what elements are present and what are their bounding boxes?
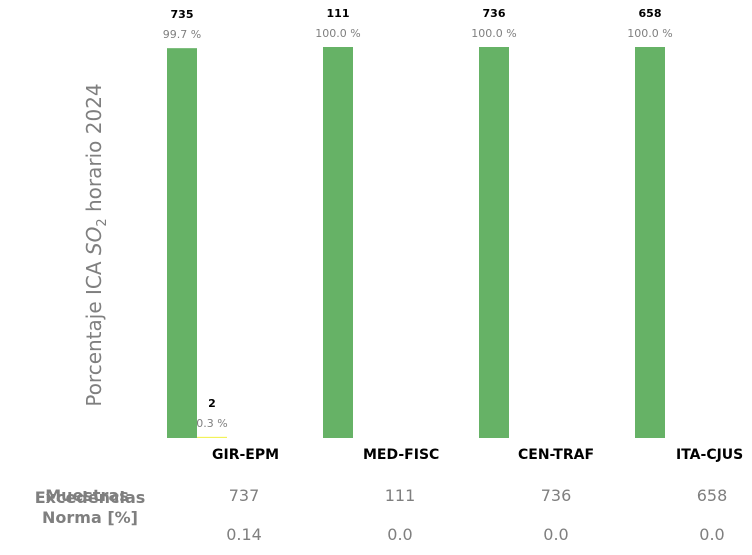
y-axis-label: Porcentaje ICA SO2 horario 2024 — [82, 83, 110, 407]
bar-percent-label: 0.3 % — [196, 417, 227, 430]
chart-plot: 735 99.7 % 111 100.0 % 736 100.0 % 658 100.0 % 2… — [163, 7, 673, 438]
table-cell: 0.0 — [543, 525, 569, 544]
bar-med-fisc-series-0 — [323, 47, 353, 438]
bar-count-label: 735 — [171, 8, 194, 21]
bar-count-label: 111 — [327, 7, 350, 20]
bar-count-label: 2 — [208, 397, 216, 410]
table-cell: 658 — [696, 486, 728, 505]
category-label-med-fisc: MED-FISC — [363, 447, 440, 463]
table-cell: 111 — [384, 486, 416, 505]
table-cell: 737 — [228, 486, 260, 505]
table-cell: 0.14 — [226, 525, 262, 544]
bar-percent-label: 100.0 % — [315, 27, 360, 40]
bar-percent-label: 99.7 % — [163, 28, 201, 41]
category-label-ita-cjus: ITA-CJUS — [676, 447, 744, 463]
table-row-label-excedencias: Excedencias Norma [%] — [16, 488, 164, 528]
table-row-label-line: Norma [%] — [42, 508, 138, 527]
table-cell: 736 — [540, 486, 572, 505]
category-label-cen-traf: CEN-TRAF — [518, 447, 595, 463]
table-row-label-muestras: Muestras — [45, 486, 129, 505]
bar-count-label: 736 — [483, 7, 506, 20]
bar-count-label: 658 — [639, 7, 662, 20]
bar-percent-label: 100.0 % — [471, 27, 516, 40]
bar-gir-epm-series-0 — [167, 48, 197, 438]
table-cell: 0.0 — [699, 525, 725, 544]
bar-cen-traf-series-0 — [479, 47, 509, 438]
table-row-label-line: Excedencias — [34, 488, 146, 507]
bar-gir-epm-series-1 — [197, 436, 227, 438]
bar-ita-cjus-series-0 — [635, 47, 665, 438]
bar-percent-label: 100.0 % — [627, 27, 672, 40]
table-cell: 0.0 — [387, 525, 413, 544]
category-label-gir-epm: GIR-EPM — [212, 447, 280, 463]
